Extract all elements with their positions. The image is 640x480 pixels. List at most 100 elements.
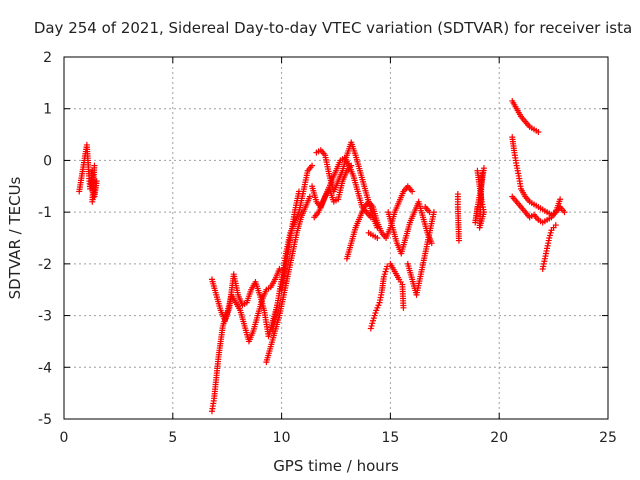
x-tick-label: 5 [168, 430, 177, 446]
data-point-marker [275, 314, 282, 321]
data-point-marker [512, 103, 519, 110]
data-point-marker [234, 289, 241, 296]
data-point-marker [427, 238, 434, 245]
data-point-marker [380, 276, 387, 283]
data-point-marker [267, 345, 274, 352]
data-point-marker [210, 397, 217, 404]
x-tick-label: 0 [60, 430, 69, 446]
data-point-marker [408, 274, 415, 281]
data-point-marker [556, 198, 563, 205]
y-tick-label: 2 [43, 50, 52, 66]
data-point-marker [543, 247, 550, 254]
data-point-marker [430, 211, 437, 218]
data-point-marker [295, 190, 302, 197]
data-point-marker [421, 252, 428, 259]
data-point-marker [351, 150, 358, 157]
data-point-marker [351, 226, 358, 233]
data-point-marker [417, 273, 424, 280]
data-point-marker [360, 206, 367, 213]
y-tick-label: -2 [38, 257, 52, 273]
data-point-marker [393, 237, 400, 244]
data-point-marker [304, 170, 311, 177]
data-points [76, 97, 568, 415]
data-point-marker [301, 206, 308, 213]
y-axis-label: SDTVAR / TECUs [6, 176, 24, 299]
data-point-marker [367, 231, 374, 238]
data-point-marker [533, 215, 540, 222]
data-point-marker [241, 300, 248, 307]
data-point-marker [354, 186, 361, 193]
data-point-marker [406, 221, 413, 228]
data-point-marker [512, 197, 519, 204]
grid-lines [64, 57, 608, 419]
data-point-marker [260, 305, 267, 312]
data-point-marker [552, 222, 559, 229]
data-point-marker [513, 160, 520, 167]
data-point-marker [397, 278, 404, 285]
data-point-marker [273, 304, 280, 311]
data-point-marker [541, 218, 548, 225]
data-point-marker [256, 289, 263, 296]
data-point-marker [306, 195, 313, 202]
data-point-marker [517, 183, 524, 190]
data-point-marker [377, 227, 384, 234]
data-point-marker [419, 212, 426, 219]
data-point-marker [533, 202, 540, 209]
data-point-marker [545, 237, 552, 244]
data-point-marker [254, 314, 261, 321]
data-point-marker [551, 210, 558, 217]
data-point-marker [219, 325, 226, 332]
x-axis-label: GPS time / hours [273, 457, 399, 475]
data-point-marker [288, 252, 295, 259]
data-point-marker [383, 266, 390, 273]
data-point-marker [541, 207, 548, 214]
data-point-marker [293, 232, 300, 239]
data-point-marker [225, 306, 232, 313]
data-point-marker [356, 216, 363, 223]
data-point-marker [247, 288, 254, 295]
data-point-marker [238, 300, 245, 307]
data-point-marker [320, 150, 327, 157]
data-point-marker [332, 169, 339, 176]
y-tick-label: 1 [43, 102, 52, 118]
y-tick-label: -3 [38, 309, 52, 325]
y-tick-label: -1 [38, 205, 52, 221]
axis-ticks: 0 5 10 15 20 25 -5 -4 -3 -2 -1 0 1 2 [38, 50, 617, 446]
data-point-marker [336, 159, 343, 166]
y-tick-label: 0 [43, 153, 52, 169]
data-point-marker [349, 170, 356, 177]
data-point-marker [275, 268, 282, 275]
data-point-marker [360, 181, 367, 188]
data-point-marker [91, 164, 98, 171]
data-point-marker [395, 274, 402, 281]
data-point-marker [541, 258, 548, 265]
data-point-marker [516, 202, 523, 209]
data-point-marker [399, 190, 406, 197]
data-point-marker [314, 210, 321, 217]
data-point-marker [265, 285, 272, 292]
data-point-marker [373, 217, 380, 224]
data-point-marker [280, 294, 287, 301]
data-point-marker [525, 197, 532, 204]
data-point-marker [240, 320, 247, 327]
data-point-marker [312, 196, 319, 203]
data-point-marker [325, 170, 332, 177]
data-point-marker [297, 216, 304, 223]
data-point-marker [520, 116, 527, 123]
data-point-marker [560, 207, 567, 214]
data-point-marker [262, 288, 269, 295]
data-point-marker [402, 237, 409, 244]
data-point-marker [236, 305, 243, 312]
data-point-marker [516, 111, 523, 118]
data-point-marker [410, 211, 417, 218]
data-point-marker [366, 212, 373, 219]
data-point-marker [347, 242, 354, 249]
data-point-marker [284, 273, 291, 280]
data-point-marker [270, 278, 277, 285]
data-point-marker [400, 302, 407, 309]
data-point-marker [515, 170, 522, 177]
data-point-marker [368, 202, 375, 209]
data-point-marker [343, 169, 350, 176]
data-point-marker [378, 291, 385, 298]
data-point-marker [375, 302, 382, 309]
